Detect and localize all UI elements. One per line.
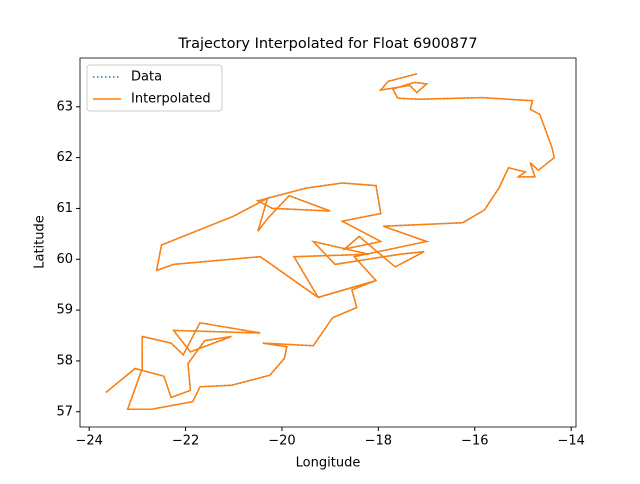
x-tick-label: −24 — [75, 434, 102, 449]
chart-title: Trajectory Interpolated for Float 690087… — [177, 36, 477, 52]
y-tick-label: 61 — [56, 201, 73, 216]
plot-frame — [79, 57, 577, 428]
series-line — [105, 73, 556, 410]
y-tick-label: 62 — [56, 150, 73, 165]
y-tick-label: 58 — [56, 353, 73, 368]
y-tick-label: 60 — [56, 252, 73, 267]
y-axis-label: Latitude — [33, 215, 48, 269]
x-axis-label: Longitude — [296, 456, 361, 471]
x-tick-label: −18 — [365, 434, 392, 449]
y-tick-label: 57 — [56, 404, 73, 419]
y-tick-label: 59 — [56, 303, 73, 318]
legend-label: Data — [131, 70, 162, 85]
x-tick-label: −16 — [461, 434, 488, 449]
x-tick-label: −14 — [557, 434, 584, 449]
x-tick-label: −20 — [268, 434, 295, 449]
x-tick-label: −22 — [172, 434, 199, 449]
y-tick-label: 63 — [56, 99, 73, 114]
legend-label: Interpolated — [131, 92, 211, 107]
